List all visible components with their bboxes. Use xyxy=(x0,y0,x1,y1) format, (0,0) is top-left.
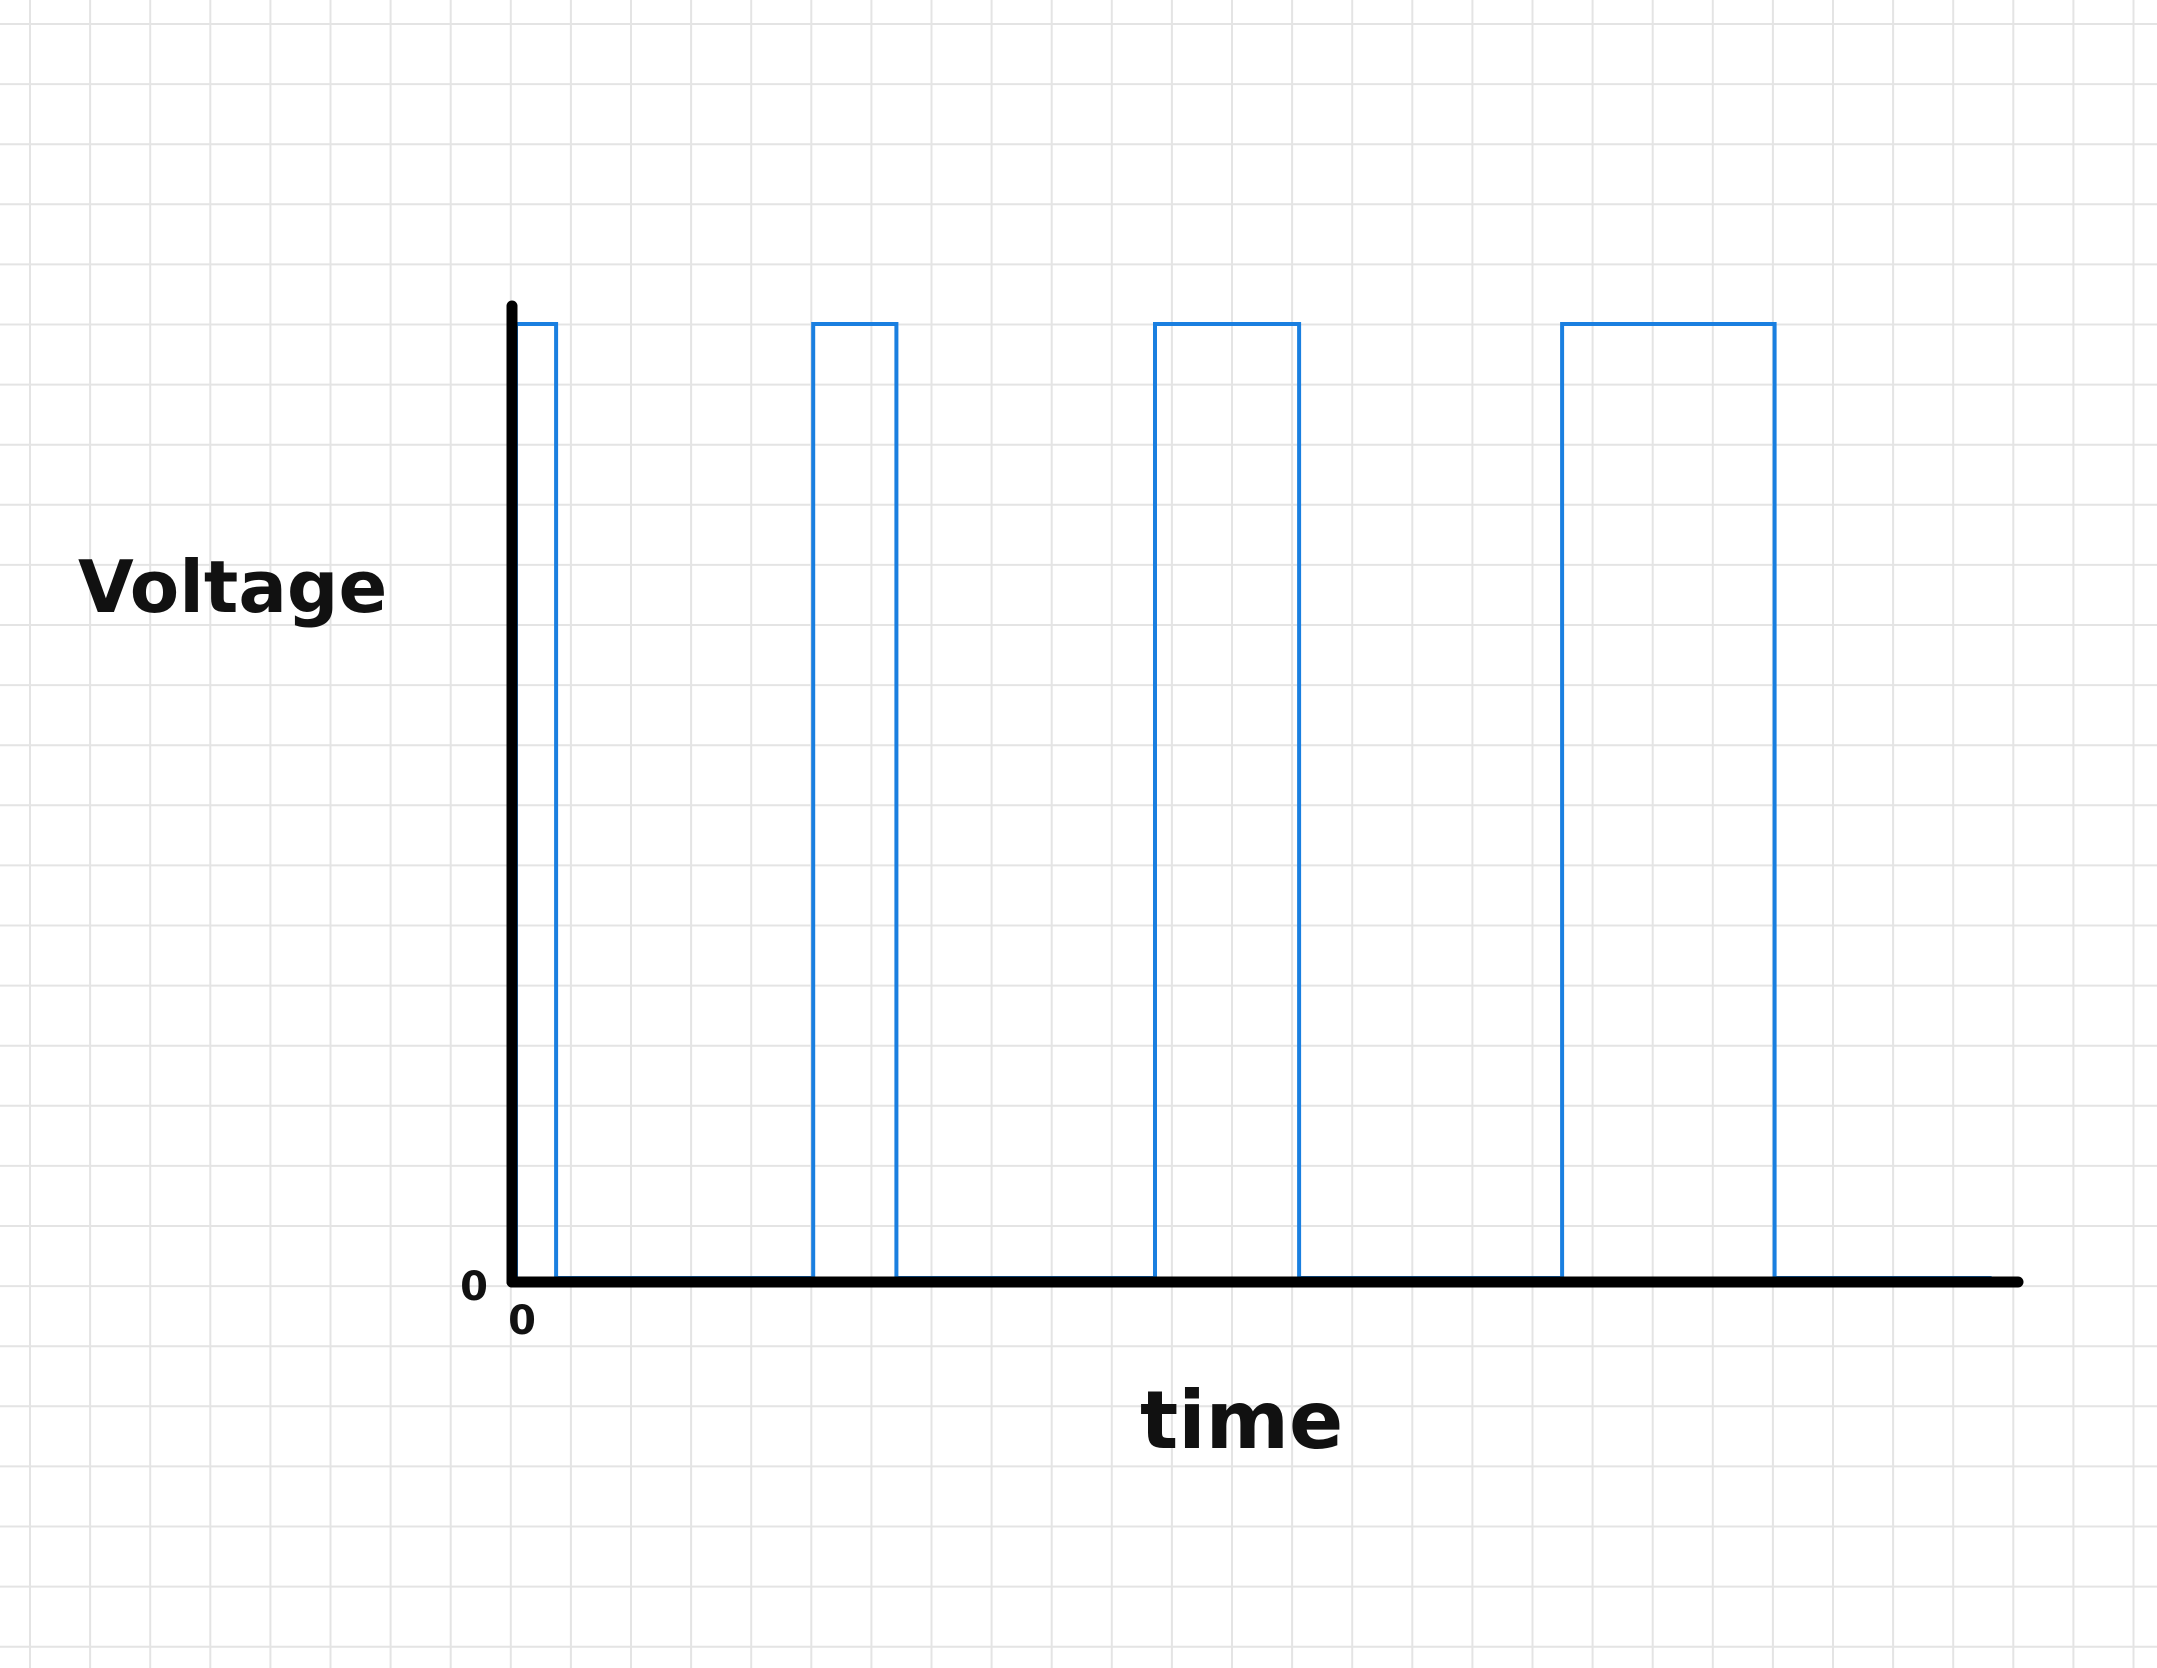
series-line-0 xyxy=(514,322,1992,1280)
x-origin-label: 0 xyxy=(508,1298,536,1344)
series-layer xyxy=(514,322,1992,1280)
axes xyxy=(506,300,2024,1288)
x-axis-label: time xyxy=(1140,1374,1343,1467)
y-origin-label: 0 xyxy=(460,1264,488,1310)
y-axis-label: Voltage xyxy=(78,545,387,629)
